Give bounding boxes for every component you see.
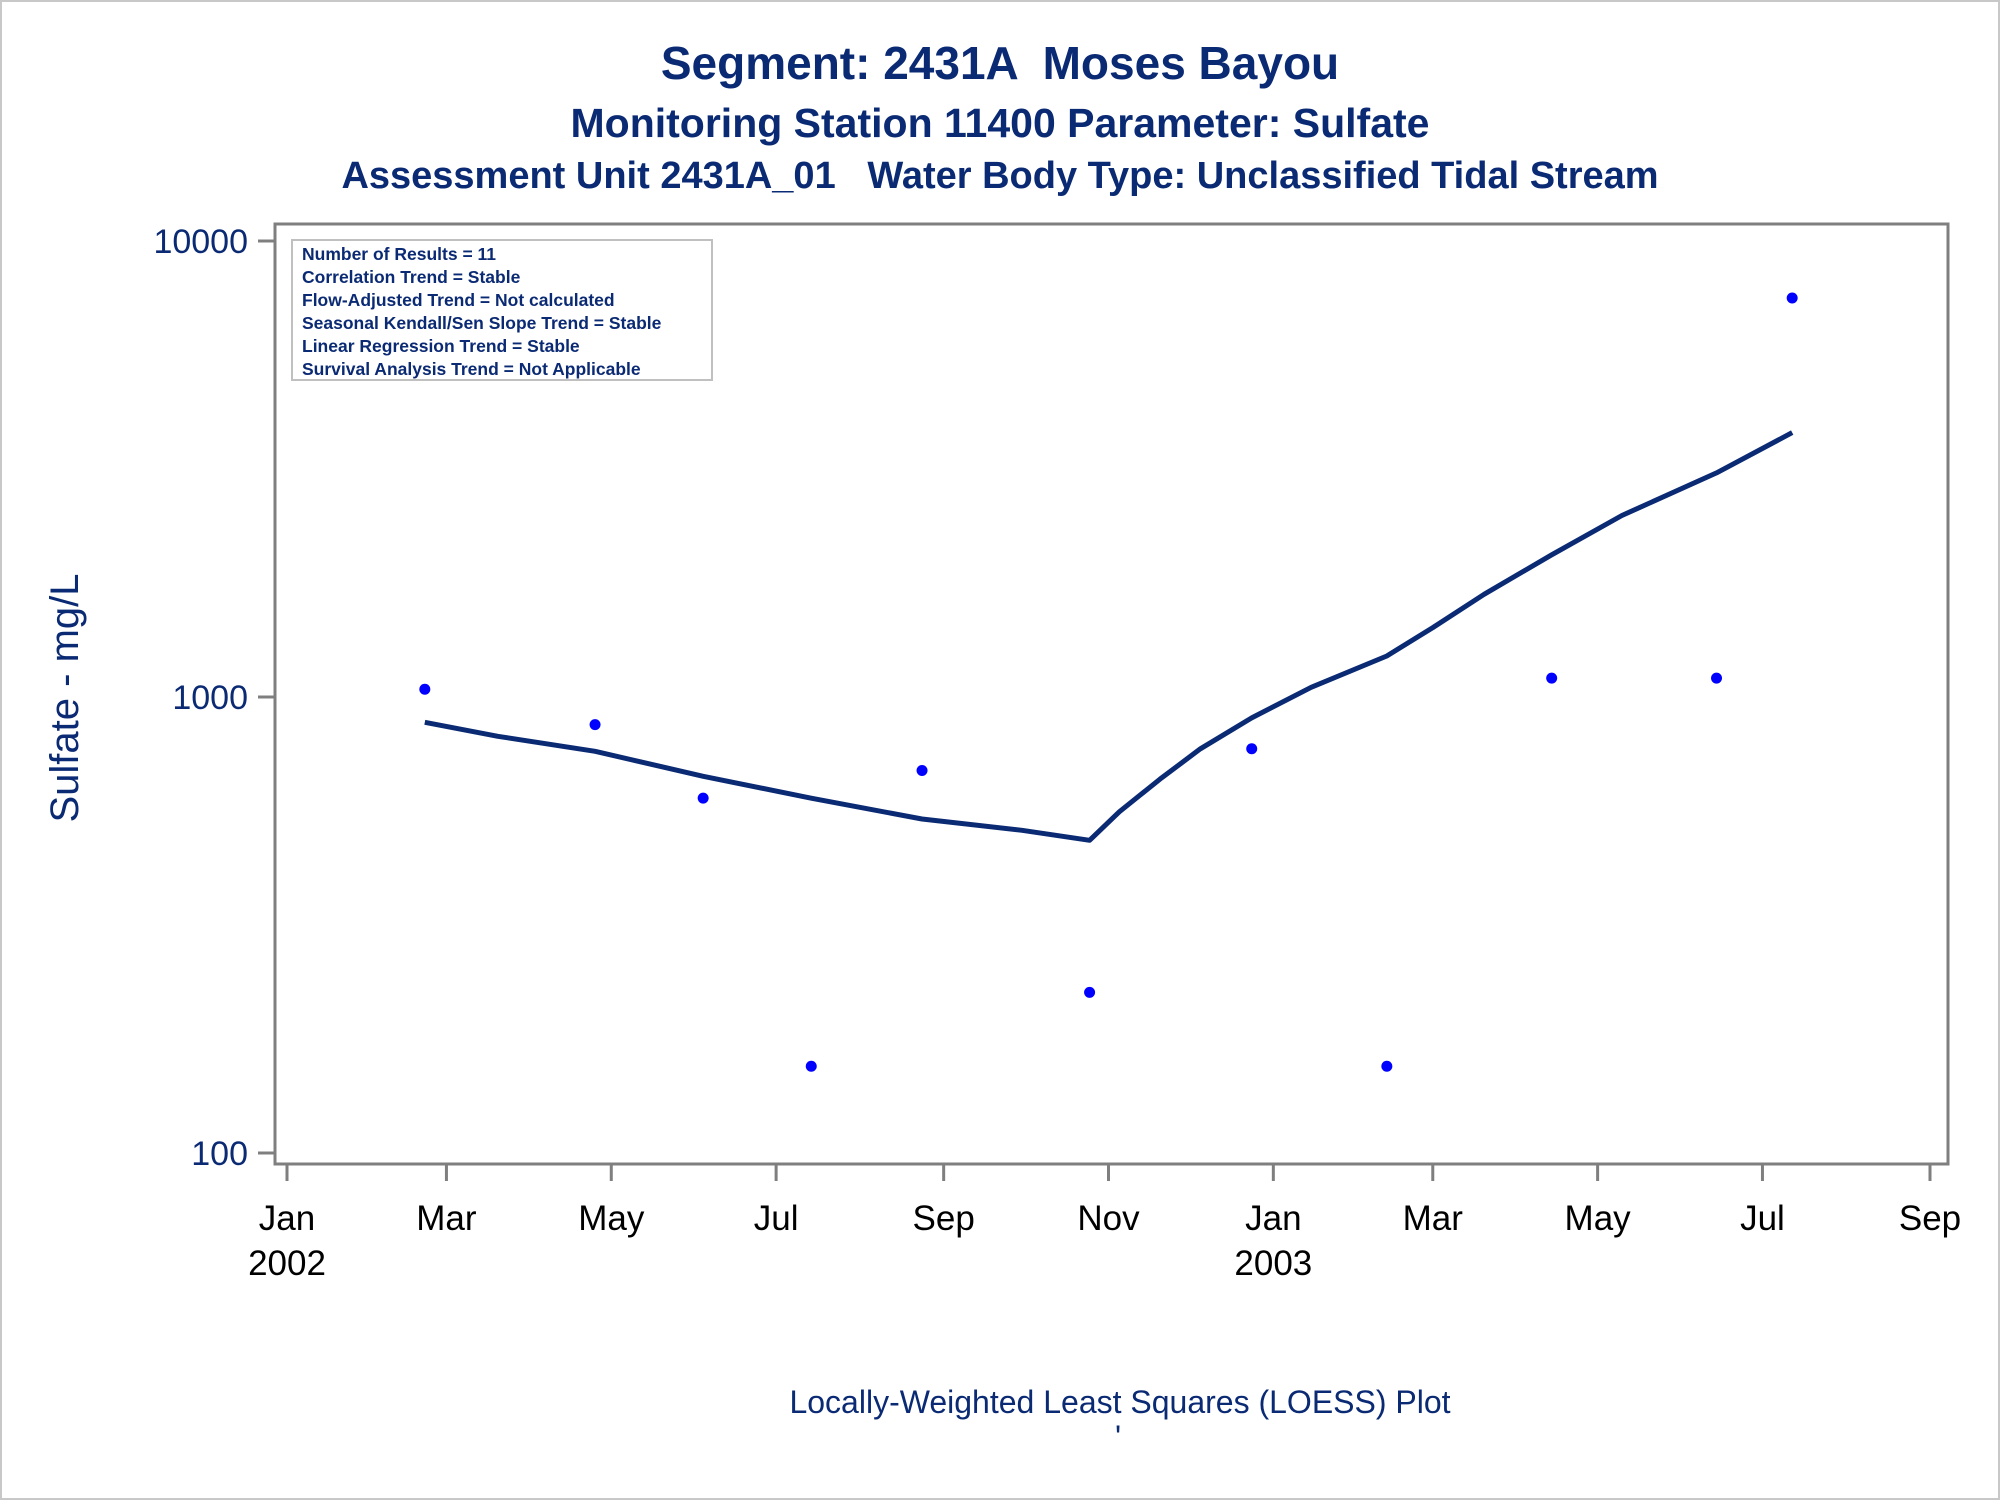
stats-line: Survival Analysis Trend = Not Applicable [302, 359, 641, 379]
trend-stats-box: Number of Results = 11 Correlation Trend … [291, 239, 713, 381]
chart-subtitle-assessment: Assessment Unit 2431A_01 Water Body Type… [341, 155, 1659, 197]
y-tick-label: 1000 [172, 679, 248, 717]
stats-line: Correlation Trend = Stable [302, 267, 521, 287]
data-point [419, 683, 431, 695]
data-point [1246, 743, 1258, 755]
data-series [419, 292, 1798, 1072]
chart-title: Segment: 2431A Moses Bayou [660, 37, 1340, 89]
stats-box-border [291, 239, 713, 381]
loess-line [424, 430, 1794, 843]
plot-area [273, 222, 1950, 1166]
data-point [1381, 1060, 1393, 1072]
x-tick-label: Mar [1403, 1199, 1464, 1238]
x-tick-label: May [1565, 1199, 1632, 1238]
x-tick-label: Sep [913, 1199, 975, 1238]
data-point [1084, 986, 1096, 998]
plot-footnote: Locally-Weighted Least Squares (LOESS) P… [789, 1384, 1450, 1420]
plot-footnote-mark: ' [1115, 1419, 1121, 1455]
chart-subtitle-station: Monitoring Station 11400 Parameter: Sulf… [570, 100, 1430, 146]
x-tick-label: May [578, 1199, 645, 1238]
x-tick-year-label: 2002 [248, 1244, 326, 1283]
x-tick-label: Jul [754, 1199, 799, 1238]
data-point [1546, 672, 1558, 684]
x-tick-label: Nov [1077, 1199, 1140, 1238]
x-tick-year-label: 2003 [1234, 1244, 1312, 1283]
data-point [697, 792, 709, 804]
plot-border [273, 222, 1950, 1166]
stats-line: Flow-Adjusted Trend = Not calculated [302, 290, 615, 310]
data-point [805, 1060, 817, 1072]
data-point [916, 764, 928, 776]
x-tick-label: Sep [1899, 1199, 1961, 1238]
x-axis: Jan 2002 Mar May Jul Sep Nov Jan 2003 Mar May Jul Se… [248, 1164, 1961, 1283]
y-axis-label: Sulfate - mg/L [43, 573, 87, 822]
stats-line: Linear Regression Trend = Stable [302, 336, 580, 356]
data-point [1711, 672, 1723, 684]
x-tick-label: Jul [1740, 1199, 1785, 1238]
y-axis: 100 1000 10000 [153, 223, 275, 1173]
data-point [1786, 292, 1798, 304]
y-tick-label: 10000 [153, 223, 248, 261]
y-tick-label: 100 [191, 1135, 248, 1173]
data-point [589, 719, 601, 731]
x-tick-label: Jan [1245, 1199, 1301, 1238]
stats-line: Seasonal Kendall/Sen Slope Trend = Stabl… [302, 313, 662, 333]
stats-line: Number of Results = 11 [302, 244, 496, 264]
x-tick-label: Mar [416, 1199, 477, 1238]
x-tick-label: Jan [259, 1199, 315, 1238]
